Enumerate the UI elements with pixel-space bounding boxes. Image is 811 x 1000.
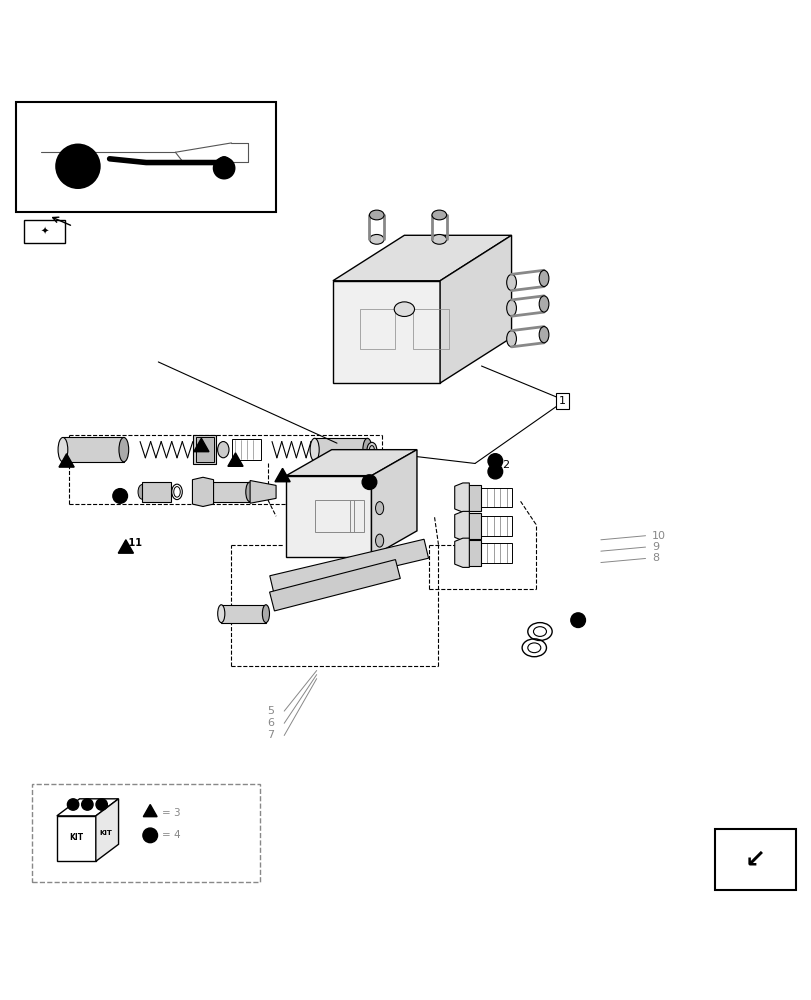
Polygon shape bbox=[228, 453, 242, 466]
Ellipse shape bbox=[375, 534, 383, 547]
Bar bbox=[195, 437, 213, 462]
Circle shape bbox=[212, 157, 235, 180]
Ellipse shape bbox=[246, 482, 253, 502]
Polygon shape bbox=[333, 281, 440, 383]
Ellipse shape bbox=[363, 438, 371, 461]
Bar bbox=[314, 438, 367, 461]
Polygon shape bbox=[462, 485, 480, 511]
Text: 9: 9 bbox=[651, 542, 659, 552]
Circle shape bbox=[487, 464, 502, 479]
Polygon shape bbox=[454, 483, 469, 512]
Circle shape bbox=[55, 144, 101, 189]
Text: 7: 7 bbox=[267, 730, 273, 740]
Text: 6: 6 bbox=[267, 718, 273, 728]
Circle shape bbox=[96, 799, 107, 810]
Circle shape bbox=[113, 489, 127, 503]
Bar bbox=[714, 829, 795, 890]
Bar bbox=[24, 220, 65, 243]
Ellipse shape bbox=[262, 605, 269, 623]
Text: KIT: KIT bbox=[69, 833, 84, 842]
Circle shape bbox=[82, 799, 93, 810]
Bar bbox=[480, 488, 511, 507]
Circle shape bbox=[143, 828, 157, 843]
Ellipse shape bbox=[431, 210, 446, 220]
Polygon shape bbox=[59, 454, 74, 467]
Text: 1: 1 bbox=[559, 396, 565, 406]
Ellipse shape bbox=[58, 437, 68, 462]
Circle shape bbox=[217, 156, 230, 169]
Bar bbox=[359, 309, 395, 349]
Text: 5: 5 bbox=[267, 706, 273, 716]
Text: = 4: = 4 bbox=[162, 830, 181, 840]
Text: ▲11: ▲11 bbox=[122, 538, 143, 548]
Ellipse shape bbox=[367, 442, 376, 457]
Polygon shape bbox=[462, 513, 480, 539]
Ellipse shape bbox=[217, 442, 229, 458]
Text: = 3: = 3 bbox=[162, 808, 181, 818]
Polygon shape bbox=[286, 476, 371, 557]
Polygon shape bbox=[250, 481, 276, 503]
Circle shape bbox=[362, 475, 376, 489]
Polygon shape bbox=[96, 799, 118, 861]
Circle shape bbox=[570, 613, 585, 627]
Text: 10: 10 bbox=[651, 531, 665, 541]
Polygon shape bbox=[269, 560, 400, 611]
Bar bbox=[204, 482, 250, 502]
Ellipse shape bbox=[217, 605, 225, 623]
Polygon shape bbox=[371, 450, 417, 557]
Text: 8: 8 bbox=[651, 553, 659, 563]
Polygon shape bbox=[142, 482, 170, 502]
Ellipse shape bbox=[369, 210, 384, 220]
Ellipse shape bbox=[506, 331, 516, 347]
Polygon shape bbox=[57, 816, 96, 861]
Circle shape bbox=[487, 454, 502, 468]
Bar bbox=[32, 784, 260, 882]
Text: ↙: ↙ bbox=[744, 847, 765, 871]
Polygon shape bbox=[275, 468, 290, 482]
Polygon shape bbox=[118, 540, 133, 553]
Polygon shape bbox=[454, 538, 469, 567]
Bar bbox=[314, 500, 354, 532]
Bar bbox=[480, 516, 511, 536]
Bar bbox=[221, 605, 265, 623]
Polygon shape bbox=[143, 804, 157, 817]
Polygon shape bbox=[454, 511, 469, 541]
Circle shape bbox=[67, 799, 79, 810]
Polygon shape bbox=[462, 540, 480, 566]
Bar bbox=[413, 309, 448, 349]
Text: ✦: ✦ bbox=[41, 226, 49, 236]
Ellipse shape bbox=[506, 300, 516, 316]
Bar bbox=[63, 437, 123, 462]
Polygon shape bbox=[57, 799, 118, 816]
Polygon shape bbox=[192, 477, 213, 506]
Ellipse shape bbox=[201, 482, 208, 502]
Polygon shape bbox=[333, 235, 511, 281]
Ellipse shape bbox=[393, 302, 414, 316]
Ellipse shape bbox=[431, 234, 446, 244]
Bar bbox=[193, 435, 216, 464]
Ellipse shape bbox=[310, 438, 319, 461]
Ellipse shape bbox=[539, 327, 548, 343]
Bar bbox=[16, 102, 276, 212]
Polygon shape bbox=[269, 539, 428, 595]
Bar bbox=[232, 439, 260, 460]
Polygon shape bbox=[440, 235, 511, 383]
Bar bbox=[350, 500, 364, 532]
Text: KIT: KIT bbox=[100, 830, 113, 836]
Ellipse shape bbox=[369, 234, 384, 244]
Polygon shape bbox=[194, 438, 208, 452]
Ellipse shape bbox=[118, 437, 128, 462]
Bar bbox=[480, 543, 511, 563]
Polygon shape bbox=[286, 450, 417, 476]
Text: 2: 2 bbox=[502, 460, 508, 470]
Ellipse shape bbox=[375, 502, 383, 515]
Ellipse shape bbox=[539, 270, 548, 287]
Ellipse shape bbox=[506, 274, 516, 291]
Ellipse shape bbox=[539, 296, 548, 312]
Ellipse shape bbox=[138, 485, 146, 499]
